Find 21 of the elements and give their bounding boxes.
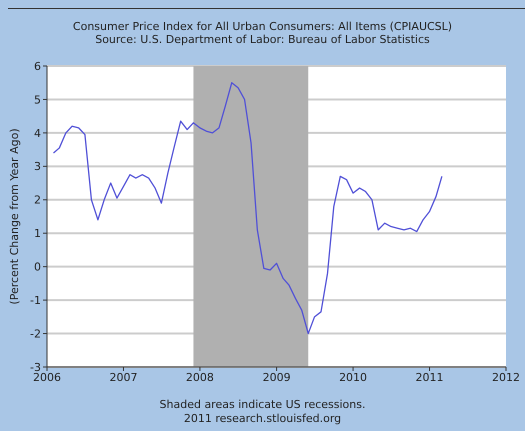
x-tick-label: 2011	[416, 370, 444, 384]
y-tick-label: 0	[34, 260, 41, 274]
chart-subtitle: Source: U.S. Department of Labor: Bureau of Labor Statistics	[94, 33, 431, 46]
y-tick-label: 2	[34, 194, 41, 207]
y-tick-label: 3	[34, 160, 41, 174]
chart-title: Consumer Price Index for All Urban Consumers: All Items (CPIAUCSL)	[72, 20, 454, 33]
y-tick-label: 6	[34, 60, 41, 73]
y-tick-label: 1	[34, 227, 41, 240]
x-tick-label: 2012	[492, 370, 520, 384]
y-tick-label: -1	[30, 294, 41, 308]
text: Shaded areas indicate US recessions.	[158, 398, 366, 412]
x-tick-label: 2008	[186, 370, 214, 384]
y-tick-label: 4	[34, 126, 41, 140]
text: 2011 research.stlouisfed.org	[182, 412, 342, 426]
y-tick-label: 5	[34, 93, 41, 106]
x-tick-label: 2010	[339, 370, 368, 384]
y-tick-label: -2	[30, 327, 41, 340]
x-tick-label: 2007	[109, 370, 138, 384]
y-axis-title: (Percent Change from Year Ago)	[8, 128, 21, 305]
line-series	[52, 82, 443, 334]
x-tick-label: 2009	[262, 370, 291, 384]
